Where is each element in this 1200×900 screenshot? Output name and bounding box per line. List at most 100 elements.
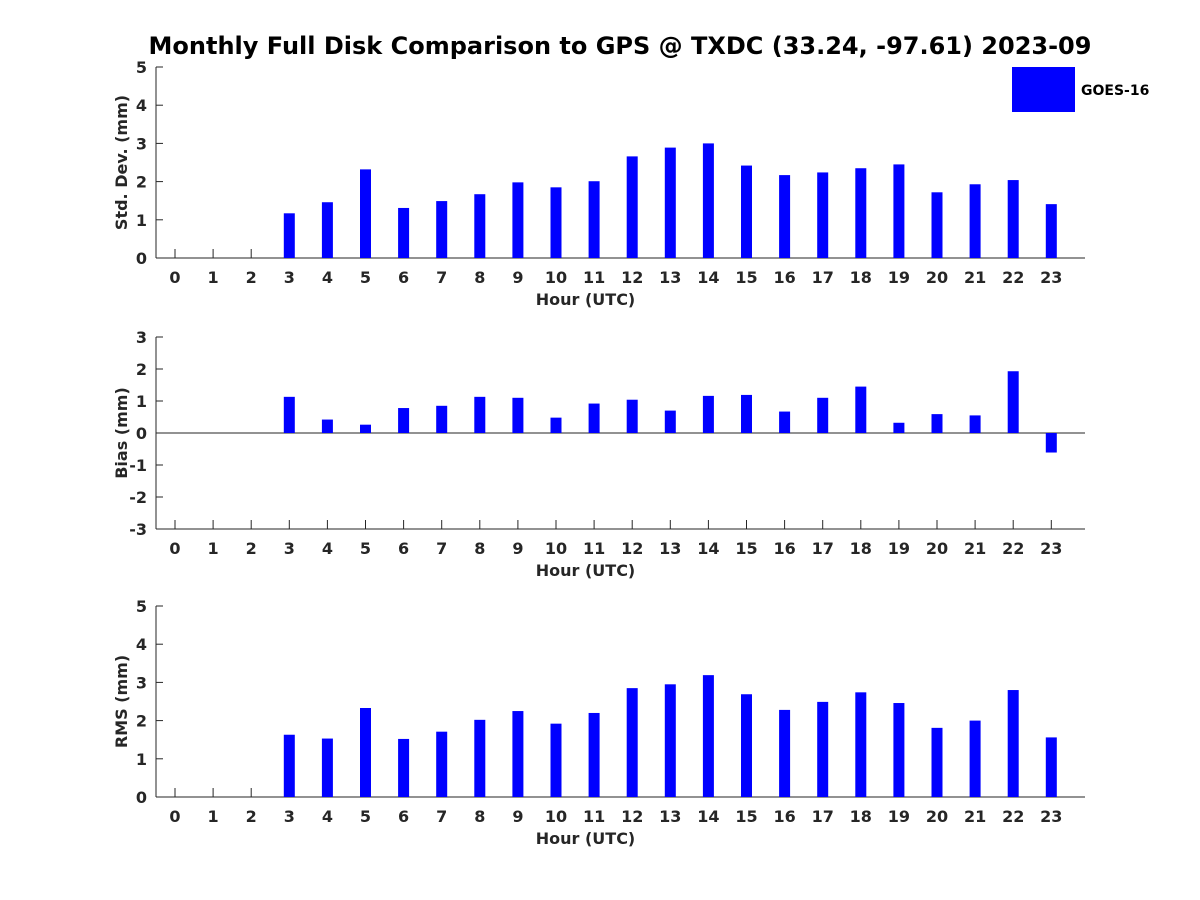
- chart-title: Monthly Full Disk Comparison to GPS @ TX…: [149, 32, 1092, 60]
- x-tick-label: 22: [1002, 268, 1024, 287]
- bar-hour-10: [550, 187, 562, 258]
- x-tick-label: 16: [773, 807, 795, 826]
- y-tick-label: -1: [129, 456, 147, 475]
- bar-hour-6: [398, 738, 410, 797]
- x-tick-label: 18: [850, 539, 872, 558]
- x-tick-label: 3: [284, 268, 295, 287]
- y-tick-label: 2: [136, 360, 147, 379]
- bar-hour-13: [664, 147, 676, 258]
- x-tick-label: 11: [583, 268, 605, 287]
- y-tick-label: -3: [129, 520, 147, 539]
- x-axis-label: Hour (UTC): [536, 829, 636, 848]
- x-tick-label: 11: [583, 539, 605, 558]
- x-tick-label: 23: [1040, 268, 1062, 287]
- x-tick-label: 4: [322, 539, 333, 558]
- x-tick-label: 15: [735, 807, 757, 826]
- x-tick-label: 13: [659, 539, 681, 558]
- y-tick-label: 3: [136, 328, 147, 347]
- bar-hour-10: [550, 723, 562, 797]
- bar-hour-22: [1007, 690, 1019, 797]
- x-tick-label: 16: [773, 539, 795, 558]
- x-tick-label: 1: [208, 807, 219, 826]
- x-tick-label: 10: [545, 268, 567, 287]
- bar-hour-18: [855, 692, 867, 797]
- x-tick-label: 9: [512, 539, 523, 558]
- bar-hour-17: [817, 701, 829, 797]
- bar-hour-12: [626, 688, 638, 797]
- y-tick-label: 0: [136, 424, 147, 443]
- bar-hour-23: [1045, 433, 1057, 453]
- bar-hour-7: [436, 201, 448, 258]
- bar-hour-19: [893, 703, 905, 797]
- bar-hour-13: [664, 410, 676, 433]
- bar-hour-4: [321, 419, 333, 433]
- x-tick-label: 5: [360, 539, 371, 558]
- bar-hour-3: [283, 734, 295, 797]
- bar-hour-20: [931, 727, 943, 797]
- y-tick-label: 0: [136, 249, 147, 268]
- bar-hour-5: [360, 707, 371, 797]
- bar-hour-15: [741, 165, 752, 258]
- bar-hour-20: [931, 192, 943, 258]
- x-axis-label: Hour (UTC): [536, 290, 636, 309]
- y-tick-label: 4: [136, 96, 147, 115]
- x-tick-label: 3: [284, 807, 295, 826]
- x-tick-label: 16: [773, 268, 795, 287]
- x-tick-label: 15: [735, 268, 757, 287]
- x-tick-label: 11: [583, 807, 605, 826]
- x-tick-label: 8: [474, 539, 485, 558]
- x-tick-label: 13: [659, 268, 681, 287]
- x-tick-label: 7: [436, 268, 447, 287]
- bar-hour-23: [1045, 737, 1057, 797]
- x-tick-label: 13: [659, 807, 681, 826]
- x-tick-label: 10: [545, 539, 567, 558]
- x-tick-label: 1: [208, 539, 219, 558]
- bar-hour-23: [1045, 204, 1057, 258]
- x-tick-label: 10: [545, 807, 567, 826]
- x-tick-label: 5: [360, 807, 371, 826]
- bar-hour-15: [741, 694, 752, 797]
- y-tick-label: 4: [136, 635, 147, 654]
- bar-hour-20: [931, 414, 943, 433]
- y-axis-label: RMS (mm): [112, 655, 131, 748]
- bar-hour-6: [398, 207, 410, 258]
- x-tick-label: 2: [246, 268, 257, 287]
- bar-hour-10: [550, 417, 562, 433]
- x-axis-label: Hour (UTC): [536, 561, 636, 580]
- y-tick-label: 0: [136, 788, 147, 807]
- bar-hour-14: [702, 675, 714, 797]
- bar-hour-14: [702, 143, 714, 258]
- x-tick-label: 15: [735, 539, 757, 558]
- x-tick-label: 18: [850, 268, 872, 287]
- x-tick-label: 17: [812, 807, 834, 826]
- x-tick-label: 18: [850, 807, 872, 826]
- bar-hour-21: [969, 415, 981, 433]
- bar-hour-5: [360, 169, 371, 258]
- x-tick-label: 3: [284, 539, 295, 558]
- x-tick-label: 9: [512, 268, 523, 287]
- x-tick-label: 23: [1040, 539, 1062, 558]
- bar-hour-15: [741, 394, 752, 433]
- x-tick-label: 22: [1002, 807, 1024, 826]
- x-tick-label: 12: [621, 807, 643, 826]
- bar-hour-18: [855, 386, 867, 433]
- bar-hour-7: [436, 731, 448, 797]
- x-tick-label: 14: [697, 807, 719, 826]
- x-tick-label: 19: [888, 807, 910, 826]
- bar-hour-3: [283, 396, 295, 433]
- x-tick-label: 17: [812, 539, 834, 558]
- bar-hour-22: [1007, 371, 1019, 433]
- bar-hour-12: [626, 399, 638, 433]
- bar-hour-19: [893, 422, 905, 433]
- x-tick-label: 20: [926, 807, 948, 826]
- x-tick-label: 14: [697, 268, 719, 287]
- x-tick-label: 8: [474, 807, 485, 826]
- bar-hour-4: [321, 738, 333, 797]
- x-tick-label: 22: [1002, 539, 1024, 558]
- x-tick-label: 19: [888, 268, 910, 287]
- y-tick-label: 2: [136, 173, 147, 192]
